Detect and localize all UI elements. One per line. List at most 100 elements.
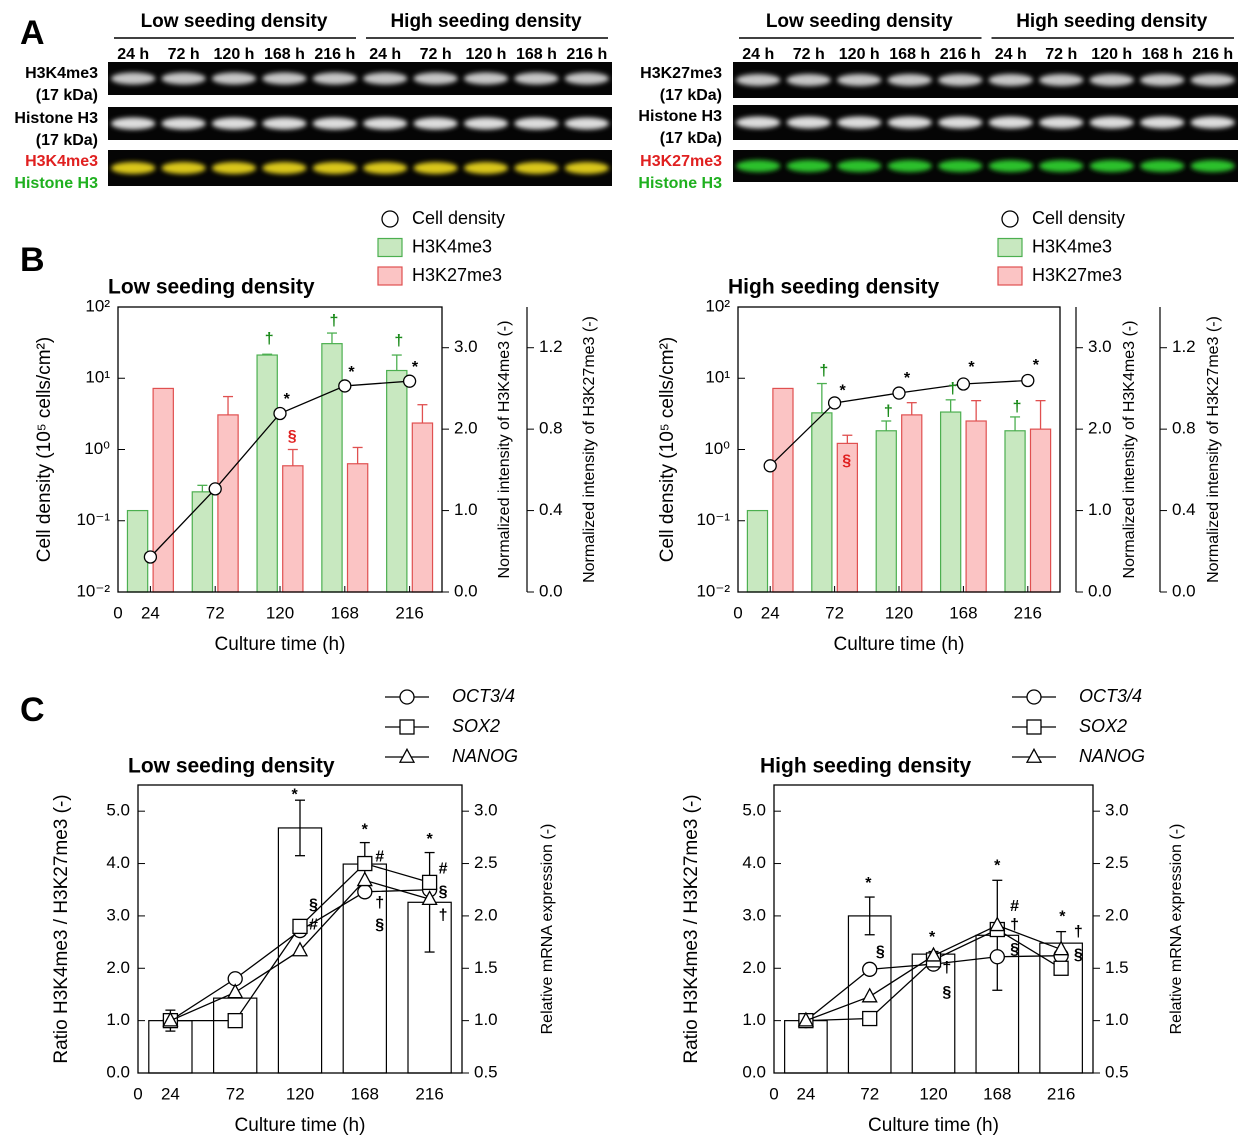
annotation: # <box>439 861 448 878</box>
blot-band <box>212 73 256 85</box>
blot-group-label: High seeding density <box>1016 11 1208 32</box>
marker <box>400 720 414 734</box>
x-tick-label: 0 <box>113 603 122 622</box>
bar <box>348 464 368 592</box>
marker <box>400 749 414 762</box>
annotation: * <box>968 359 975 376</box>
blot-band <box>111 73 155 85</box>
figure: ABCLow seeding densityHigh seeding densi… <box>0 0 1240 1142</box>
blot-band <box>413 73 457 85</box>
y-tick-label: 5.0 <box>106 801 130 820</box>
bar <box>412 423 432 592</box>
blot-band <box>161 73 205 85</box>
y2-tick-label: 1.0 <box>474 1010 498 1029</box>
blot-band <box>212 162 256 174</box>
y-tick-label: 3.0 <box>106 905 130 924</box>
blot-band <box>1140 117 1184 129</box>
x-tick-label: 168 <box>351 1084 379 1103</box>
blot-band <box>161 162 205 174</box>
y2-tick-label: 3.0 <box>454 337 478 356</box>
annotation: * <box>291 787 298 804</box>
y2-axis-label: Normalized intensity of H3K4me3 (-) <box>1121 321 1138 579</box>
y2-tick-label: 2.0 <box>1088 419 1112 438</box>
x-axis-label: Culture time (h) <box>834 634 965 655</box>
y2-tick-label: 1.0 <box>1088 500 1112 519</box>
bar <box>322 344 342 592</box>
x-tick-label: 24 <box>161 1084 180 1103</box>
marker <box>1027 749 1041 762</box>
blot-group-label: Low seeding density <box>766 11 953 32</box>
blot-time-label: 216 h <box>566 46 607 63</box>
blot-band <box>464 162 508 174</box>
blot-band <box>212 118 256 130</box>
bar <box>812 413 832 592</box>
blot-band <box>514 162 558 174</box>
blot-band <box>363 73 407 85</box>
y2-tick-label: 3.0 <box>474 801 498 820</box>
annotation: § <box>309 897 318 914</box>
blot-band <box>565 118 609 130</box>
annotation: † <box>948 381 957 398</box>
blot-band <box>787 160 831 172</box>
x-tick-label: 24 <box>761 603 780 622</box>
annotation: † <box>1013 399 1022 416</box>
y2-tick-label: 2.0 <box>454 419 478 438</box>
annotation: † <box>819 363 828 380</box>
marker <box>274 408 286 420</box>
blot-time-label: 216 h <box>940 46 981 63</box>
blot-band <box>787 117 831 129</box>
blot-band <box>938 160 982 172</box>
annotation: § <box>842 453 851 470</box>
legend-label: H3K27me3 <box>1032 265 1122 285</box>
annotation: # <box>375 848 384 865</box>
blot-band <box>1039 117 1083 129</box>
y3-axis-label: Normalized intensity of H3K27me3 (-) <box>1205 316 1222 583</box>
blot-band <box>262 162 306 174</box>
legend-label: SOX2 <box>452 716 500 736</box>
blot-row-label: (17 kDa) <box>660 130 722 147</box>
marker <box>400 690 414 704</box>
bar <box>218 415 238 592</box>
blot-band <box>1140 160 1184 172</box>
marker <box>209 483 221 495</box>
blot-band <box>514 73 558 85</box>
annotation: § <box>375 917 384 934</box>
legend-label: OCT3/4 <box>1079 686 1142 706</box>
blot-time-label: 168 h <box>516 46 557 63</box>
marker <box>1027 720 1041 734</box>
bar <box>387 371 407 592</box>
y-tick-label: 10¹ <box>705 368 730 387</box>
y3-tick-label: 0.4 <box>539 500 563 519</box>
y-axis-label: Cell density (10⁵ cells/cm²) <box>657 337 678 562</box>
y2-axis-label: Relative mRNA expression (-) <box>1168 824 1185 1035</box>
legend-label: H3K4me3 <box>412 236 492 256</box>
blot-band <box>938 74 982 86</box>
blot-band <box>888 74 932 86</box>
blot-band <box>837 74 881 86</box>
blot-band <box>888 117 932 129</box>
blot-time-label: 120 h <box>466 46 507 63</box>
chart-title: Low seeding density <box>128 755 335 778</box>
annotation: † <box>884 403 893 420</box>
blot-time-label: 168 h <box>889 46 930 63</box>
annotation: * <box>840 382 847 399</box>
blot-band <box>1191 160 1235 172</box>
annotation: † <box>375 895 384 912</box>
legend-label: H3K4me3 <box>1032 236 1112 256</box>
annotation: † <box>265 331 274 348</box>
y3-tick-label: 0.0 <box>539 581 563 600</box>
y-axis-label: Cell density (10⁵ cells/cm²) <box>34 337 55 562</box>
marker <box>1054 961 1068 975</box>
marker <box>339 380 351 392</box>
blot-band <box>413 162 457 174</box>
marker <box>893 387 905 399</box>
marker <box>228 985 242 998</box>
blot-band <box>464 73 508 85</box>
bar <box>785 1021 828 1073</box>
y-axis-label: Ratio H3K4me3 / H3K27me3 (-) <box>51 794 72 1063</box>
blot-time-label: 24 h <box>995 46 1027 63</box>
y-tick-label: 4.0 <box>106 853 130 872</box>
marker <box>863 962 877 976</box>
y3-tick-label: 0.8 <box>539 419 563 438</box>
blot-time-label: 72 h <box>168 46 200 63</box>
